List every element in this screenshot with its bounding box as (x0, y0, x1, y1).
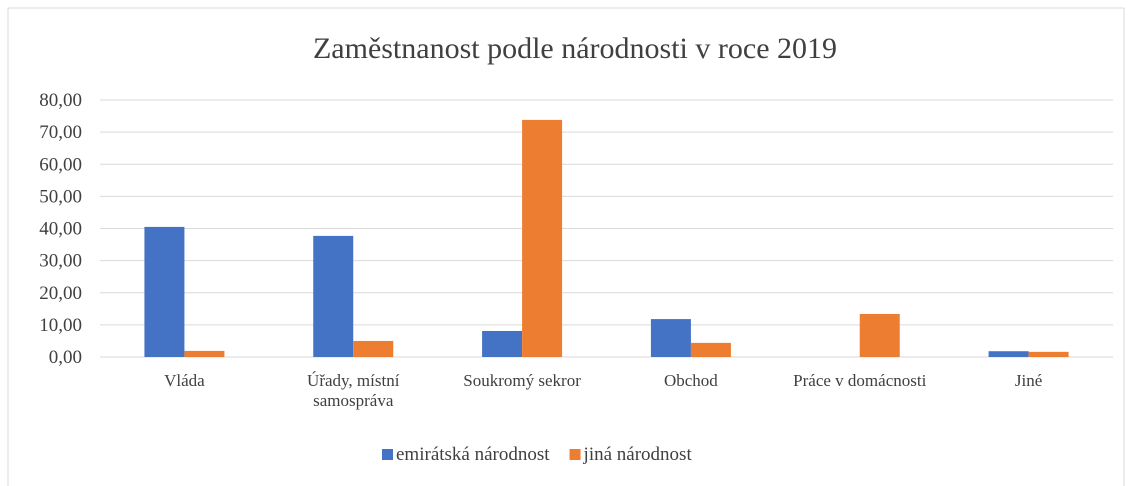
y-tick-label: 70,00 (39, 122, 82, 143)
bar (184, 350, 225, 357)
y-tick-label: 60,00 (39, 154, 82, 175)
legend-swatch (569, 449, 581, 460)
bar (353, 340, 394, 357)
y-tick-label: 50,00 (39, 186, 82, 207)
y-tick-label: 40,00 (39, 219, 82, 240)
bar (1028, 351, 1069, 357)
bar (522, 119, 563, 357)
bar (859, 313, 900, 357)
bar (690, 342, 731, 357)
x-tick-label: Práce v domácnosti (793, 371, 927, 390)
x-tick-label: Úřady, místní samospráva (307, 371, 400, 410)
bar (650, 319, 691, 357)
x-tick-label: Vláda (164, 371, 205, 390)
chart-title: Zaměstnanost podle národnosti v roce 201… (313, 32, 837, 65)
legend-label: jiná národnost (583, 444, 693, 465)
y-tick-label: 0,00 (49, 347, 82, 368)
x-tick-label: Soukromý sekror (463, 371, 581, 390)
y-tick-label: 20,00 (39, 283, 82, 304)
legend-label: emirátská národnost (396, 444, 550, 465)
x-tick-label: Jiné (1014, 371, 1043, 390)
bar (313, 235, 354, 357)
bar (482, 330, 523, 357)
y-tick-label: 10,00 (39, 315, 82, 336)
bar (144, 226, 185, 357)
chart-border (7, 7, 1125, 486)
bar (988, 351, 1029, 357)
x-tick-label: Obchod (663, 371, 718, 390)
y-tick-label: 80,00 (39, 90, 82, 111)
y-tick-label: 30,00 (39, 251, 82, 272)
legend-swatch (382, 449, 393, 460)
